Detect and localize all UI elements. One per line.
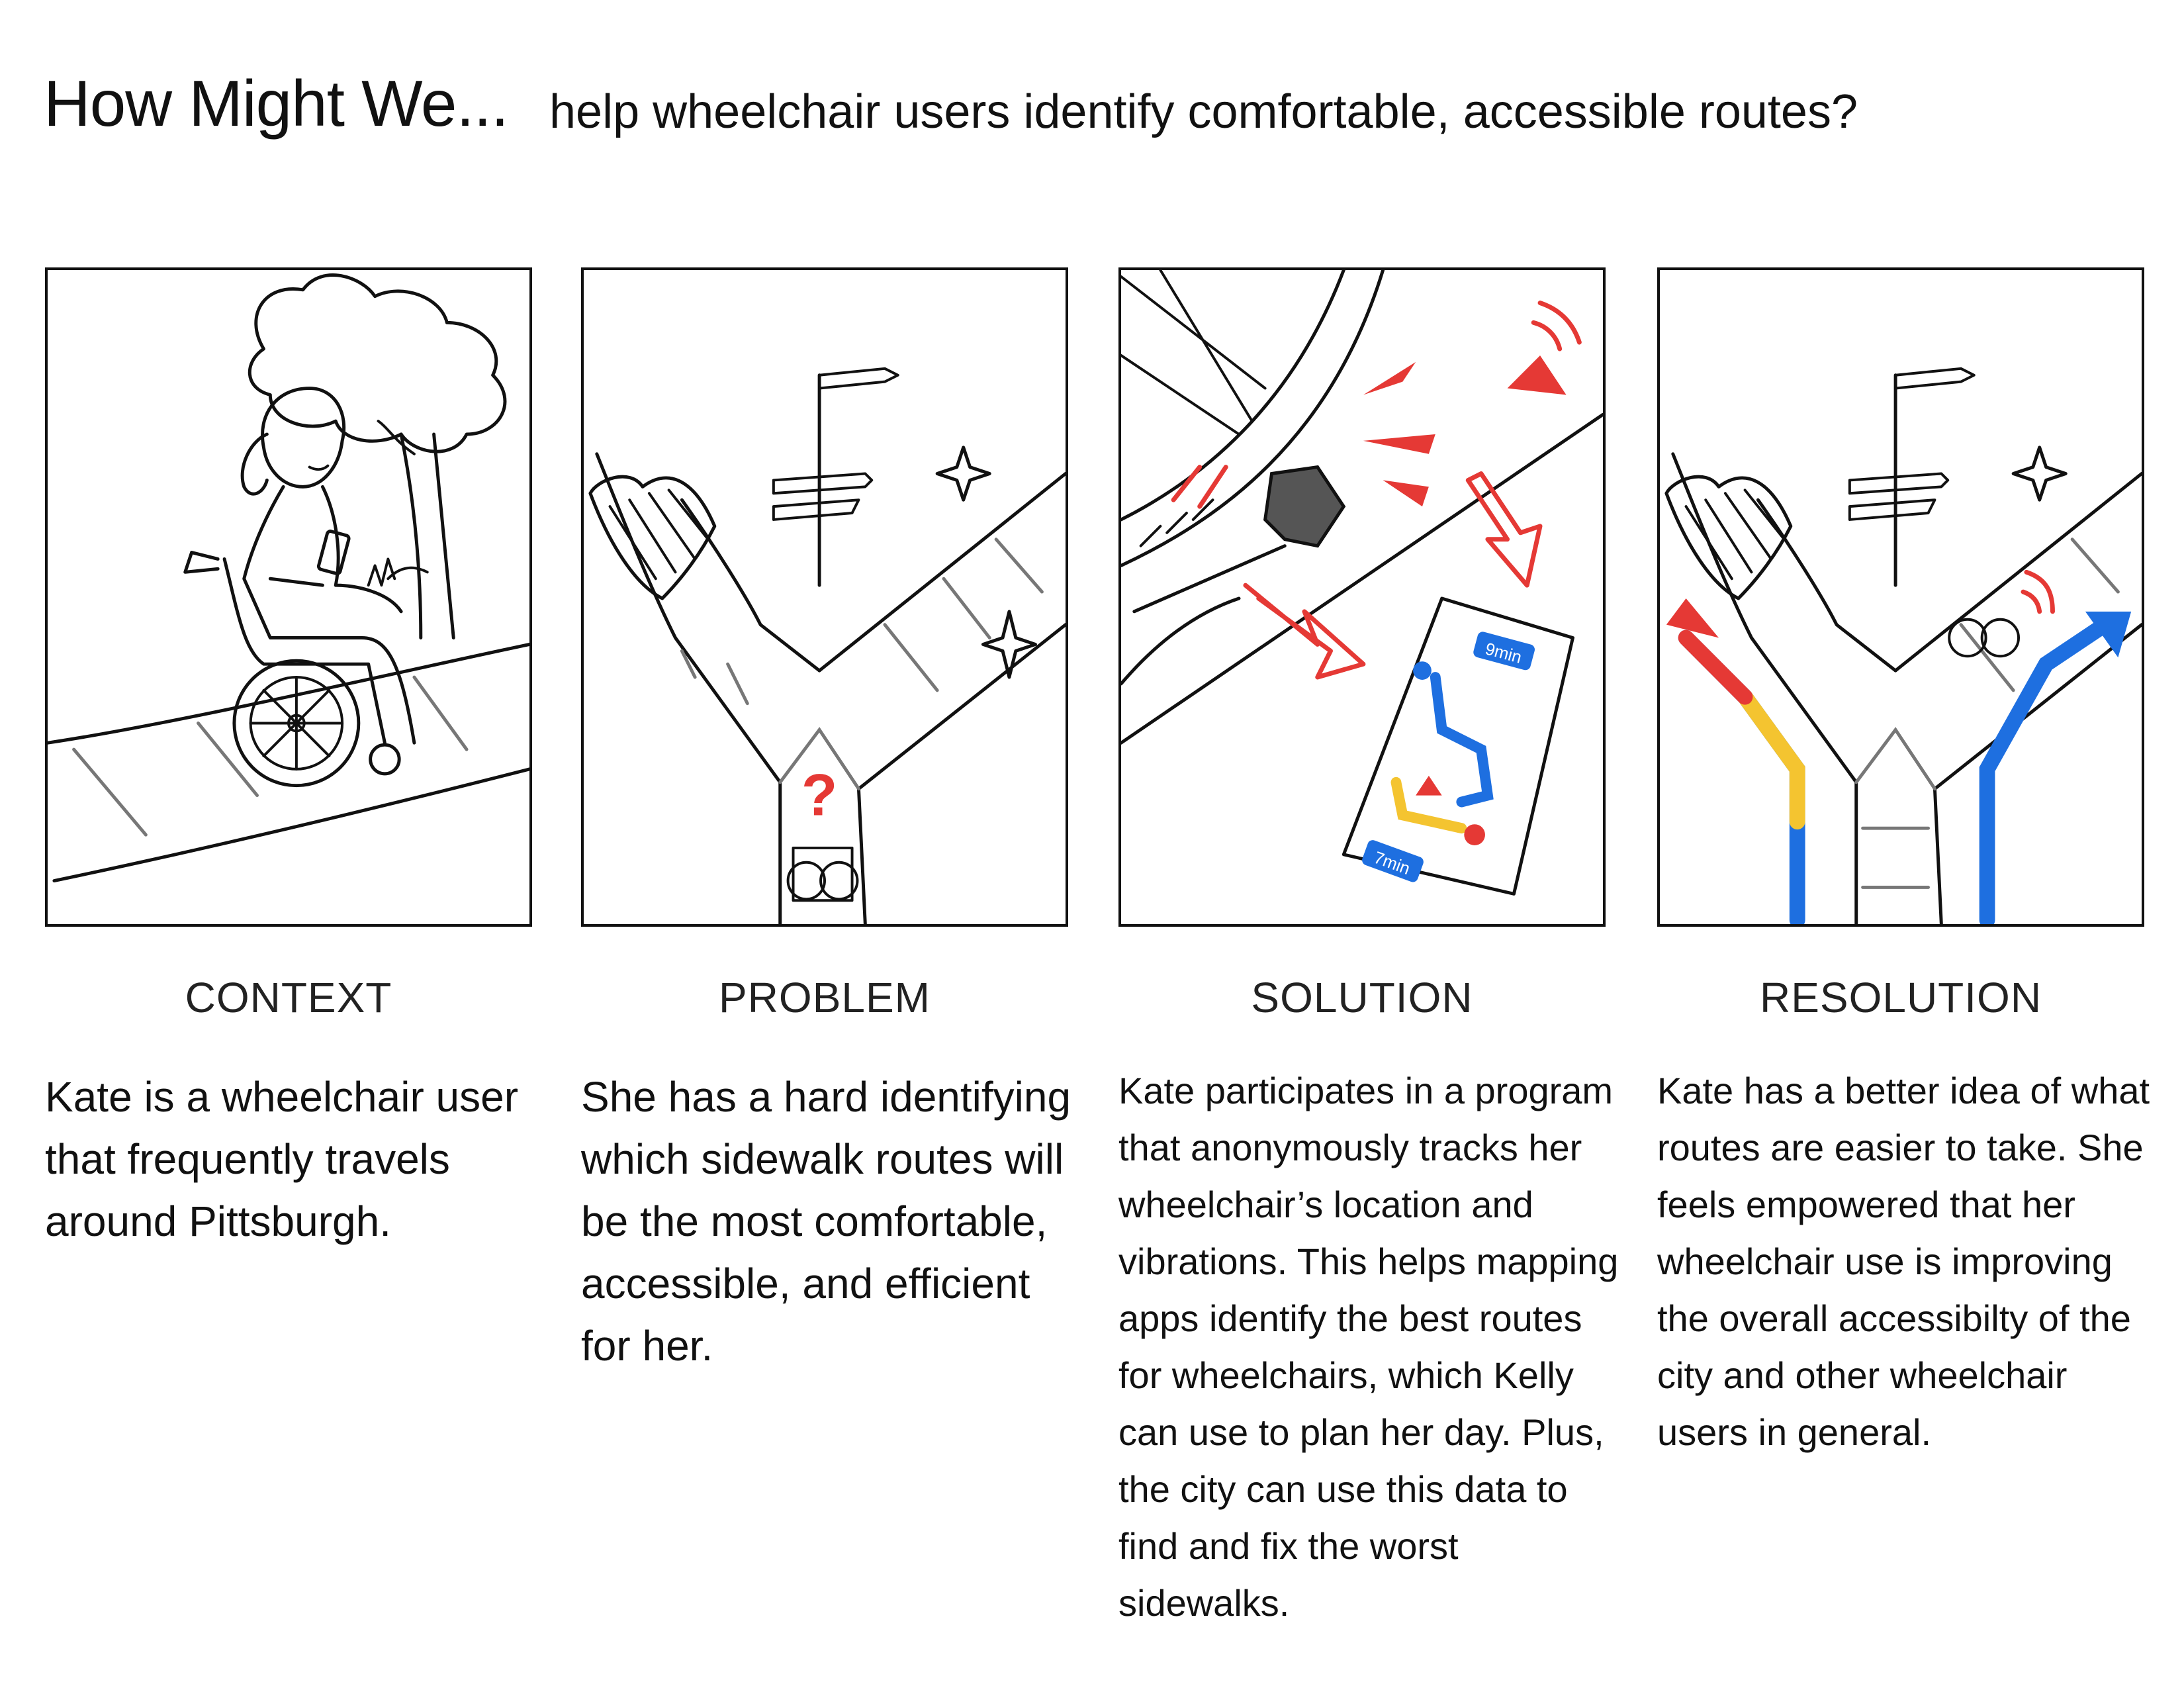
problem-illustration: ?: [581, 267, 1068, 927]
solution-illustration: 9min 7min: [1118, 267, 1606, 927]
hmw-question: help wheelchair users identify comfortab…: [549, 85, 1858, 138]
how-might-we-heading: How Might We...: [44, 67, 509, 140]
resolution-label: RESOLUTION: [1759, 974, 2042, 1021]
problem-label: PROBLEM: [719, 974, 931, 1021]
context-illustration: [45, 267, 532, 927]
solution-label: SOLUTION: [1251, 974, 1473, 1021]
question-mark: ?: [801, 761, 837, 827]
resolution-illustration: [1657, 267, 2144, 927]
context-description: Kate is a wheelchair user that frequentl…: [45, 1073, 519, 1245]
problem-description: She has a hard identifying which sidewal…: [581, 1073, 1071, 1370]
solution-description: Kate participates in a program that anon…: [1118, 1070, 1619, 1624]
context-label: CONTEXT: [185, 974, 392, 1021]
resolution-description: Kate has a better idea of what routes ar…: [1657, 1070, 2150, 1453]
